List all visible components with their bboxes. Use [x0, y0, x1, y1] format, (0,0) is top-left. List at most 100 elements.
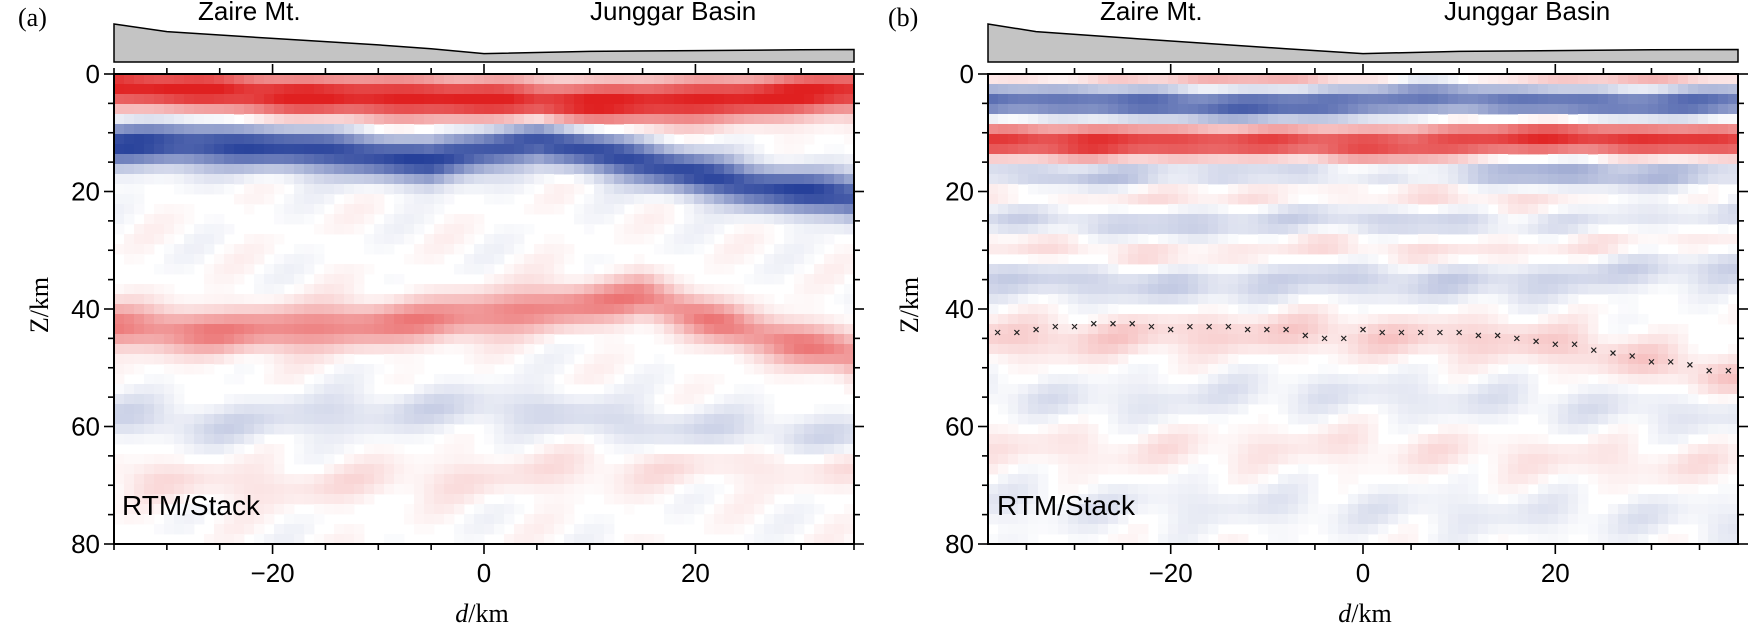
image-cell	[1438, 504, 1449, 515]
image-cell	[124, 334, 135, 345]
image-cell	[1408, 524, 1419, 535]
image-cell	[1258, 294, 1269, 305]
image-cell	[1078, 454, 1089, 465]
image-cell	[224, 164, 235, 175]
image-cell	[1268, 74, 1279, 85]
image-cell	[1218, 404, 1229, 415]
image-cell	[674, 144, 685, 155]
image-cell	[1268, 464, 1279, 475]
image-cell	[374, 194, 385, 205]
image-cell	[374, 164, 385, 175]
image-cell	[494, 194, 505, 205]
image-cell	[634, 214, 645, 225]
image-cell	[154, 524, 165, 535]
image-cell	[1368, 354, 1379, 365]
image-cell	[1078, 284, 1089, 295]
image-cell	[514, 84, 525, 95]
image-cell	[1058, 514, 1069, 525]
image-cell	[444, 144, 455, 155]
image-cell	[1388, 204, 1399, 215]
image-cell	[1358, 264, 1369, 275]
image-cell	[584, 474, 595, 485]
image-cell	[1258, 214, 1269, 225]
image-cell	[1138, 324, 1149, 335]
image-cell	[194, 324, 205, 335]
image-cell	[704, 124, 715, 135]
image-cell	[724, 424, 735, 435]
image-cell	[484, 164, 495, 175]
image-cell	[114, 204, 125, 215]
image-cell	[988, 244, 999, 255]
image-cell	[998, 454, 1009, 465]
image-cell	[1298, 434, 1309, 445]
image-cell	[664, 284, 675, 295]
image-cell	[764, 294, 775, 305]
image-cell	[1398, 224, 1409, 235]
image-cell	[834, 474, 845, 485]
image-cell	[1318, 84, 1329, 95]
image-cell	[454, 474, 465, 485]
image-cell	[1108, 264, 1119, 275]
image-cell	[334, 494, 345, 505]
image-cell	[154, 344, 165, 355]
image-cell	[154, 154, 165, 165]
image-cell	[1098, 354, 1109, 365]
image-cell	[1158, 244, 1169, 255]
image-cell	[1188, 184, 1199, 195]
image-cell	[684, 454, 695, 465]
image-cell	[304, 204, 315, 215]
image-cell	[214, 134, 225, 145]
image-cell	[1308, 234, 1319, 245]
image-cell	[114, 374, 125, 385]
image-cell	[1048, 194, 1059, 205]
image-cell	[384, 304, 395, 315]
image-cell	[684, 514, 695, 525]
image-cell	[514, 324, 525, 335]
image-cell	[644, 484, 655, 495]
image-cell	[1148, 484, 1159, 495]
image-cell	[1288, 114, 1299, 125]
image-cell	[174, 494, 185, 505]
image-cell	[614, 394, 625, 405]
image-cell	[554, 244, 565, 255]
image-cell	[1318, 314, 1329, 325]
image-cell	[594, 344, 605, 355]
image-cell	[444, 434, 455, 445]
image-cell	[164, 144, 175, 155]
image-cell	[1348, 474, 1359, 485]
image-cell	[1438, 74, 1449, 85]
image-cell	[364, 474, 375, 485]
image-cell	[1068, 374, 1079, 385]
image-cell	[1028, 254, 1039, 265]
image-cell	[134, 114, 145, 125]
image-cell	[1118, 84, 1129, 95]
image-cell	[584, 484, 595, 495]
image-cell	[454, 504, 465, 515]
image-cell	[1148, 94, 1159, 105]
image-cell	[1068, 164, 1079, 175]
image-cell	[1078, 224, 1089, 235]
image-cell	[724, 294, 735, 305]
image-cell	[784, 234, 795, 245]
image-cell	[644, 314, 655, 325]
image-cell	[1138, 534, 1149, 545]
image-cell	[1448, 74, 1459, 85]
image-cell	[264, 484, 275, 495]
image-cell	[114, 434, 125, 445]
image-cell	[624, 444, 635, 455]
image-cell	[1438, 344, 1449, 355]
image-cell	[264, 444, 275, 455]
image-cell	[444, 234, 455, 245]
image-cell	[454, 104, 465, 115]
image-cell	[274, 94, 285, 105]
image-cell	[114, 194, 125, 205]
image-cell	[804, 364, 815, 375]
image-cell	[474, 374, 485, 385]
image-cell	[744, 354, 755, 365]
image-cell	[194, 184, 205, 195]
image-cell	[534, 314, 545, 325]
image-cell	[1098, 384, 1109, 395]
seismic-image	[114, 74, 855, 545]
image-cell	[1438, 204, 1449, 215]
image-cell	[174, 104, 185, 115]
